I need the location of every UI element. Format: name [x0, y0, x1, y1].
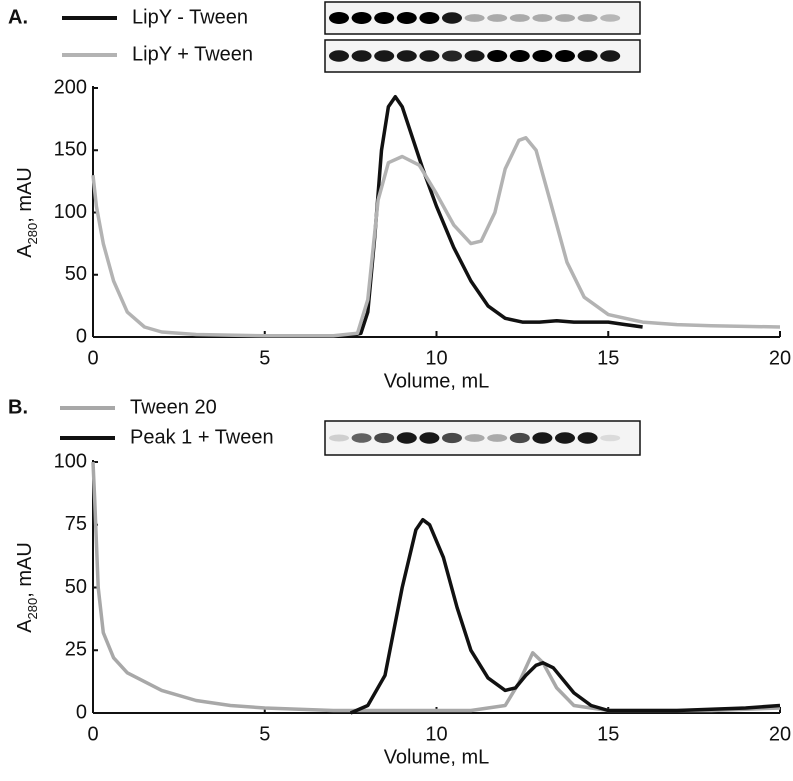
x-tick-label: 15 — [597, 723, 619, 745]
gel-band — [329, 434, 349, 442]
x-tick-label: 20 — [769, 347, 791, 369]
legend-label: LipY + Tween — [132, 43, 253, 65]
legend-label: Tween 20 — [130, 396, 217, 418]
gel-band — [600, 50, 621, 62]
gel-band — [577, 432, 598, 444]
y-axis-title: A280, mAU — [14, 167, 40, 258]
panel-label: A. — [8, 6, 28, 28]
x-tick-label: 10 — [425, 347, 447, 369]
gel-band — [509, 432, 530, 444]
x-tick-label: 0 — [87, 347, 98, 369]
data-line — [91, 136, 781, 338]
y-tick-label: 100 — [54, 450, 87, 472]
gel-band — [532, 14, 553, 22]
gel-band — [442, 50, 462, 62]
x-axis-title: Volume, mL — [384, 746, 490, 768]
gel-band — [396, 432, 417, 444]
gel-band — [487, 14, 508, 22]
gel-band — [419, 50, 440, 62]
gel-band — [329, 50, 349, 62]
gel-band — [351, 433, 372, 443]
y-tick-label: 50 — [65, 263, 87, 285]
gel-band — [374, 12, 395, 24]
gel-band — [532, 50, 553, 62]
y-tick-label: 75 — [65, 513, 87, 535]
gel-band — [442, 432, 462, 444]
gel-band — [374, 432, 395, 444]
y-tick-label: 0 — [76, 325, 87, 347]
gel-band — [464, 50, 485, 62]
y-tick-label: 50 — [65, 576, 87, 598]
y-axis-title-part: , mAU — [14, 167, 36, 223]
x-tick-label: 10 — [425, 723, 447, 745]
gel-band — [351, 50, 372, 62]
gel-band — [600, 434, 621, 442]
gel-band — [487, 50, 508, 62]
y-tick-label: 100 — [54, 201, 87, 223]
gel-band — [419, 432, 440, 444]
gel-band — [555, 14, 575, 22]
legend-label: Peak 1 + Tween — [130, 426, 274, 448]
y-tick-label: 0 — [76, 701, 87, 723]
data-line — [333, 94, 643, 338]
gel-band — [396, 50, 417, 62]
gel-band — [464, 14, 485, 22]
y-axis-title-part: A — [14, 244, 36, 258]
gel-band — [419, 12, 440, 24]
gel-band — [555, 432, 575, 444]
gel-band — [600, 14, 621, 22]
x-axis-title: Volume, mL — [384, 370, 490, 392]
x-tick-label: 20 — [769, 723, 791, 745]
gel-band — [351, 12, 372, 24]
x-tick-label: 5 — [259, 347, 270, 369]
gel-band — [577, 50, 598, 62]
gel-band — [464, 434, 485, 442]
panel-label: B. — [8, 396, 28, 418]
y-tick-label: 25 — [65, 639, 87, 661]
x-tick-label: 5 — [259, 723, 270, 745]
y-axis-title-part: , mAU — [14, 542, 36, 598]
y-axis-title-part: 280 — [25, 598, 40, 620]
data-line — [349, 517, 781, 715]
x-tick-label: 0 — [87, 723, 98, 745]
gel-band — [509, 14, 530, 22]
legend-label: LipY - Tween — [132, 6, 248, 28]
gel-band — [374, 50, 395, 62]
gel-band — [329, 12, 349, 24]
x-tick-label: 15 — [597, 347, 619, 369]
gel-band — [396, 12, 417, 24]
y-axis-title: A280, mAU — [14, 542, 40, 633]
y-tick-label: 150 — [54, 139, 87, 161]
gel-band — [577, 14, 598, 22]
gel-band — [487, 434, 508, 442]
y-axis-title-part: A — [14, 619, 36, 633]
data-line — [91, 461, 781, 713]
y-axis-title-part: 280 — [25, 223, 40, 245]
gel-band — [532, 432, 553, 444]
gel-band — [442, 12, 462, 24]
gel-band — [555, 50, 575, 62]
y-tick-label: 200 — [54, 76, 87, 98]
gel-band — [509, 50, 530, 62]
